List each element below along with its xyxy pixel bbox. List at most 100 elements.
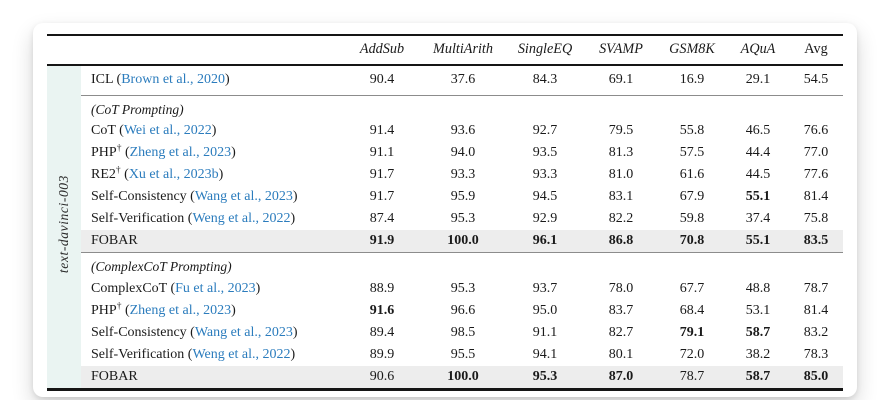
score-cell: 79.5	[608, 123, 634, 138]
method-cell: ICL (Brown et al., 2020)	[91, 72, 230, 87]
score-cell: 81.4	[803, 189, 829, 204]
score-cell: 93.7	[532, 280, 558, 296]
score-cell: 96.6	[450, 302, 476, 318]
column-header: MultiArith	[421, 35, 505, 66]
column-header: GSM8K	[657, 35, 727, 66]
method-row: PHP† (Zheng et al., 2023) 91.6 96.6 95.0 83.…	[47, 300, 843, 322]
column-header: SVAMP	[585, 35, 657, 66]
citation-link[interactable]: Xu et al., 2023b	[128, 167, 219, 182]
method-row: PHP† (Zheng et al., 2023) 91.1 94.0 93.5 81.…	[47, 142, 843, 164]
score-cell: 55.1	[727, 230, 789, 253]
method-name: PHP	[91, 302, 117, 318]
method-name: Self-Verification	[91, 211, 185, 226]
score-cell: 87.0	[585, 365, 657, 389]
section-header-row: (CoT Prompting)	[47, 94, 843, 120]
score-cell: 94.1	[532, 346, 558, 362]
score-cell: 79.1	[679, 324, 705, 340]
method-row: CoT (Wei et al., 2022) 91.4 93.6 92.7 79.5 55…	[47, 120, 843, 142]
dagger-marker: †	[116, 300, 122, 311]
citation-link[interactable]: Wang et al., 2023	[194, 324, 293, 340]
score-cell: 38.2	[745, 346, 771, 362]
score-cell: 78.0	[608, 280, 634, 296]
method-row: Self-Verification (Weng et al., 2022) 89.…	[47, 344, 843, 366]
column-header: AddSub	[343, 35, 421, 66]
score-cell: 44.4	[745, 145, 771, 160]
score-cell: 89.4	[369, 324, 395, 340]
citation-link[interactable]: Brown et al., 2020	[121, 72, 226, 87]
score-cell: 83.1	[608, 189, 634, 204]
score-cell: 77.0	[803, 145, 829, 160]
citation-link[interactable]: Weng et al., 2022	[192, 346, 291, 362]
score-cell: 78.3	[803, 346, 829, 362]
score-cell: 76.6	[803, 123, 829, 138]
score-cell: 70.8	[657, 230, 727, 253]
method-row: Self-Consistency (Wang et al., 2023) 89.4…	[47, 322, 843, 344]
method-name: RE2	[91, 167, 116, 182]
citation-link[interactable]: Zheng et al., 2023	[129, 302, 232, 318]
score-cell: 95.3	[450, 280, 476, 296]
method-name: FOBAR	[91, 233, 138, 248]
score-cell: 83.7	[608, 302, 634, 318]
score-cell: 91.1	[369, 145, 395, 160]
results-table: AddSub MultiArith SingleEQ SVAMP GSM8K AQuA Av…	[47, 34, 843, 391]
method-name: Self-Consistency	[91, 324, 187, 340]
score-cell: 90.6	[343, 365, 421, 389]
score-cell: 88.9	[369, 280, 395, 296]
score-cell: 91.4	[369, 123, 395, 138]
score-cell: 93.5	[532, 145, 558, 160]
method-cell: CoT (Wei et al., 2022)	[91, 123, 217, 138]
score-cell: 95.5	[450, 346, 476, 362]
method-name: FOBAR	[91, 368, 138, 384]
method-cell: Self-Consistency (Wang et al., 2023)	[91, 189, 298, 204]
score-cell: 55.1	[745, 189, 771, 204]
citation-link[interactable]: Weng et al., 2022	[192, 211, 291, 226]
column-header: AQuA	[727, 35, 789, 66]
header-row: AddSub MultiArith SingleEQ SVAMP GSM8K AQuA Av…	[47, 35, 843, 66]
score-cell: 54.5	[803, 72, 829, 87]
column-header: Avg	[789, 35, 843, 66]
method-name: PHP	[91, 145, 117, 160]
method-cell: Self-Verification (Weng et al., 2022)	[91, 346, 296, 362]
score-cell: 94.5	[532, 189, 558, 204]
dagger-marker: †	[115, 165, 121, 176]
score-cell: 95.9	[450, 189, 476, 204]
score-cell: 77.6	[803, 167, 829, 182]
method-name: CoT	[91, 123, 116, 138]
method-row: ComplexCoT (Fu et al., 2023) 88.9 95.3 93.7…	[47, 278, 843, 300]
score-cell: 58.7	[727, 365, 789, 389]
score-cell: 82.2	[608, 211, 634, 226]
method-row: text-davinci-003 ICL (Brown et al., 2020)…	[47, 65, 843, 389]
method-cell: Self-Verification (Weng et al., 2022)	[91, 211, 296, 226]
score-cell: 91.9	[343, 230, 421, 253]
score-cell: 67.9	[679, 189, 705, 204]
score-cell: 95.3	[505, 365, 585, 389]
model-label-column: text-davinci-003	[47, 65, 81, 389]
score-cell: 86.8	[585, 230, 657, 253]
method-cell: FOBAR	[81, 230, 343, 253]
score-cell: 59.8	[679, 211, 705, 226]
score-cell: 92.9	[532, 211, 558, 226]
score-cell: 92.7	[532, 123, 558, 138]
score-cell: 69.1	[608, 72, 634, 87]
score-cell: 95.0	[532, 302, 558, 318]
score-cell: 91.7	[369, 167, 395, 182]
score-cell: 91.6	[369, 302, 395, 318]
score-cell: 29.1	[745, 72, 771, 87]
score-cell: 96.1	[505, 230, 585, 253]
score-cell: 37.4	[745, 211, 771, 226]
citation-link[interactable]: Zheng et al., 2023	[129, 145, 232, 160]
citation-link[interactable]: Wang et al., 2023	[194, 189, 293, 204]
method-row: FOBAR 90.6 100.0 95.3 87.0 78.7 58.7 85.0	[47, 365, 843, 389]
score-cell: 72.0	[679, 346, 705, 362]
score-cell: 68.4	[679, 302, 705, 318]
score-cell: 98.5	[450, 324, 476, 340]
paper-table-card: AddSub MultiArith SingleEQ SVAMP GSM8K AQuA Av…	[33, 23, 857, 397]
score-cell: 91.1	[532, 324, 558, 340]
score-cell: 83.5	[789, 230, 843, 253]
section-header-label: (CoT Prompting)	[81, 94, 843, 120]
citation-link[interactable]: Fu et al., 2023	[175, 280, 256, 296]
score-cell: 55.8	[679, 123, 705, 138]
citation-link[interactable]: Wei et al., 2022	[123, 123, 212, 138]
method-name: Self-Consistency	[91, 189, 187, 204]
score-cell: 37.6	[450, 72, 476, 87]
